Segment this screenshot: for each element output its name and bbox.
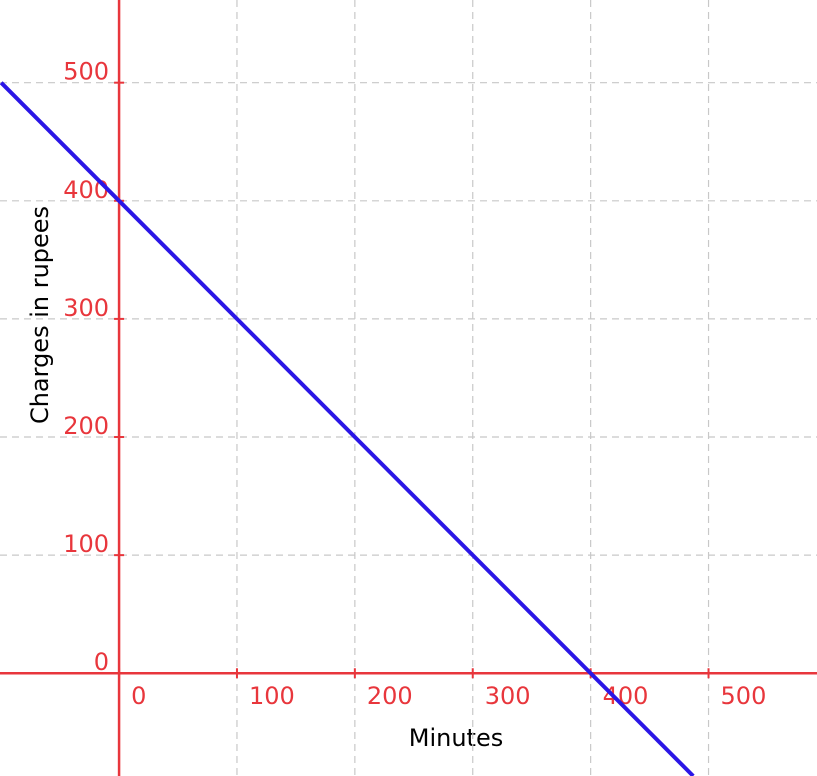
x-tick-label: 100	[249, 682, 295, 710]
x-axis-label: Minutes	[409, 724, 503, 752]
x-tick-label: 200	[367, 682, 413, 710]
y-axis-label: Charges in rupees	[26, 206, 54, 424]
y-tick-label: 500	[63, 58, 109, 86]
y-tick-label: 400	[63, 176, 109, 204]
y-tick-label: 0	[94, 648, 109, 676]
data-line	[0, 81, 695, 776]
x-tick-label: 300	[485, 682, 531, 710]
y-tick-label: 300	[63, 294, 109, 322]
x-tick-label: 0	[131, 682, 146, 710]
x-tick-label: 500	[721, 682, 767, 710]
y-tick-label: 100	[63, 530, 109, 558]
y-tick-label: 200	[63, 412, 109, 440]
